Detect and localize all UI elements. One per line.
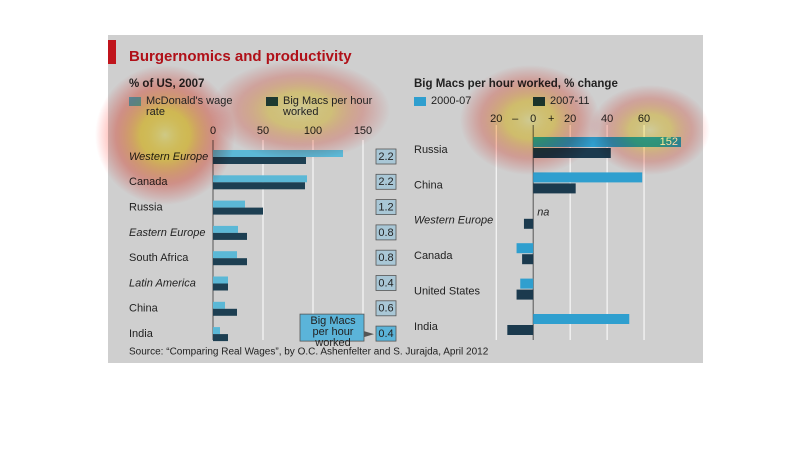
bar bbox=[213, 225, 238, 233]
legend-swatch bbox=[266, 97, 278, 106]
bar bbox=[516, 289, 534, 300]
ratio-value: 2.2 bbox=[378, 151, 393, 163]
bar bbox=[533, 148, 611, 158]
annotation-arrow bbox=[364, 331, 374, 338]
ratio-value: 0.6 bbox=[378, 303, 393, 315]
x-tick-label: 0 bbox=[530, 113, 536, 125]
x-tick-label: 40 bbox=[601, 113, 613, 125]
y-tick-label: Russia bbox=[414, 144, 449, 156]
y-tick-label: United States bbox=[414, 286, 481, 298]
y-tick-label: Western Europe bbox=[129, 151, 208, 163]
ratio-value: 0.8 bbox=[378, 252, 393, 264]
x-tick-label: 20 bbox=[490, 113, 502, 125]
bar bbox=[213, 258, 247, 266]
ratio-value: 0.4 bbox=[378, 328, 393, 340]
y-tick-label: Canada bbox=[414, 250, 453, 262]
bar bbox=[507, 325, 534, 335]
ratio-box bbox=[375, 199, 397, 216]
chart-subtitle: Big Macs per hour worked, % change bbox=[414, 78, 618, 90]
title: Burgernomics and productivity bbox=[129, 48, 352, 65]
legend-label: 2007-11 bbox=[550, 95, 590, 107]
y-tick-label: India bbox=[129, 328, 154, 340]
legend-label: Big Macs per hour worked bbox=[283, 95, 373, 118]
y-tick-label: South Africa bbox=[129, 252, 189, 264]
legend-swatch bbox=[533, 97, 545, 106]
ratio-box bbox=[375, 300, 397, 317]
bar bbox=[213, 182, 305, 190]
x-tick-label: 150 bbox=[354, 125, 372, 137]
x-tick-label: 20 bbox=[564, 113, 576, 125]
title-accent bbox=[108, 40, 116, 64]
sign-label: – bbox=[512, 113, 519, 125]
bar bbox=[213, 251, 237, 259]
ratio-value: 0.4 bbox=[378, 277, 393, 289]
x-tick-label: 60 bbox=[638, 113, 650, 125]
bar bbox=[213, 157, 306, 164]
bar bbox=[516, 243, 534, 254]
annotation-box bbox=[299, 313, 365, 342]
y-tick-label: Russia bbox=[129, 202, 164, 214]
bar bbox=[533, 172, 643, 183]
legend-swatch bbox=[129, 97, 141, 106]
bar bbox=[213, 327, 220, 335]
x-tick-label: 100 bbox=[304, 125, 322, 137]
y-tick-label: Latin America bbox=[129, 277, 196, 289]
bar bbox=[213, 301, 225, 309]
y-tick-label: Western Europe bbox=[414, 215, 493, 227]
value-label: 152 bbox=[660, 136, 678, 148]
ratio-box bbox=[375, 249, 397, 266]
bar bbox=[522, 254, 534, 265]
ratio-box bbox=[375, 224, 397, 241]
legend-label: McDonald's wage rate bbox=[146, 95, 233, 118]
bar bbox=[523, 218, 534, 229]
legend-label: 2000-07 bbox=[431, 95, 472, 107]
bar bbox=[520, 278, 534, 289]
ratio-value: 1.2 bbox=[378, 202, 393, 214]
ratio-box bbox=[375, 173, 397, 190]
bar bbox=[213, 334, 228, 342]
y-tick-label: India bbox=[414, 321, 439, 333]
ratio-box bbox=[375, 325, 397, 342]
value-label: na bbox=[537, 207, 549, 219]
ratio-value: 0.8 bbox=[378, 227, 393, 239]
y-tick-label: Eastern Europe bbox=[129, 227, 205, 239]
bar bbox=[533, 314, 630, 324]
bar bbox=[213, 150, 343, 157]
chart-subtitle: % of US, 2007 bbox=[129, 78, 204, 90]
legend-swatch bbox=[414, 97, 426, 106]
y-tick-label: China bbox=[414, 179, 444, 191]
y-tick-label: Canada bbox=[129, 176, 168, 188]
ratio-box bbox=[375, 275, 397, 291]
bar bbox=[213, 175, 307, 183]
bar bbox=[213, 308, 237, 316]
x-tick-label: 0 bbox=[210, 125, 216, 137]
bar bbox=[213, 276, 228, 284]
source: Source: “Comparing Real Wages”, by O.C. … bbox=[129, 347, 489, 358]
x-tick-label: 50 bbox=[257, 125, 269, 137]
y-tick-label: China bbox=[129, 303, 159, 315]
annotation: Big Macs per hour worked bbox=[310, 315, 356, 350]
bar bbox=[213, 283, 228, 291]
bar bbox=[213, 207, 263, 215]
bar bbox=[213, 200, 245, 208]
sign-label: + bbox=[548, 113, 554, 125]
bar bbox=[213, 232, 247, 240]
ratio-value: 2.2 bbox=[378, 176, 393, 188]
bar bbox=[533, 183, 576, 194]
